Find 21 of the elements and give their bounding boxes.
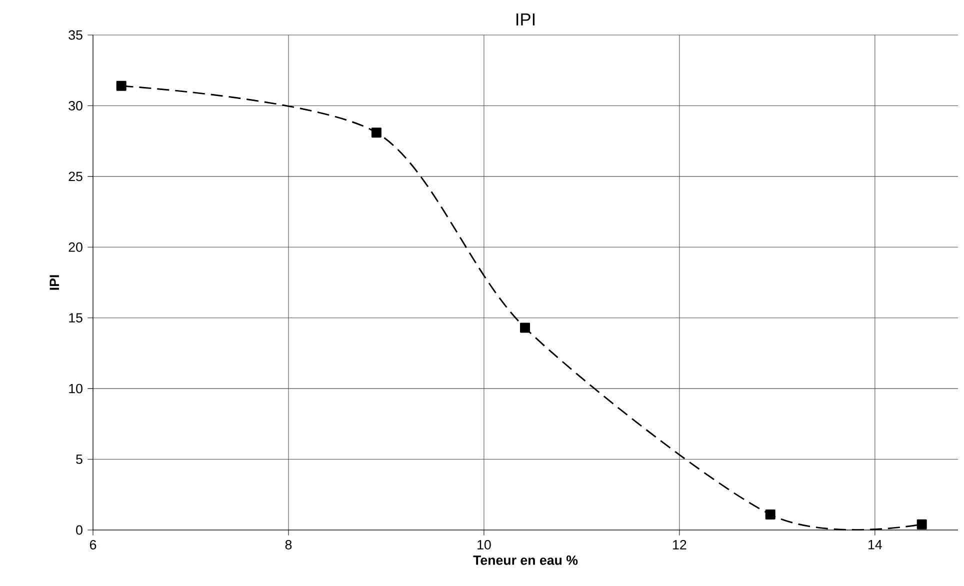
chart-title: IPI (516, 13, 535, 26)
y-tick-label: 20 (68, 242, 82, 252)
x-axis-title: Teneur en eau % (473, 556, 578, 565)
y-tick-label: 10 (69, 384, 82, 394)
y-axis-title: IPI (50, 275, 59, 290)
point (371, 128, 382, 138)
y-tick-label: 0 (76, 525, 82, 535)
y-tick-label: 15 (69, 313, 82, 323)
y-tick-label: 25 (68, 172, 82, 182)
point (916, 519, 927, 530)
point (520, 322, 530, 333)
y-tick-label: 30 (68, 101, 82, 110)
point (765, 509, 776, 520)
x-tick-label: 10 (478, 540, 491, 550)
x-tick-label: 14 (868, 540, 882, 550)
x-tick-label: 12 (673, 540, 686, 550)
y-tick-label: 5 (76, 454, 82, 464)
x-tick-label: 8 (285, 540, 292, 550)
y-tick-label: 35 (68, 30, 82, 40)
x-tick-label: 6 (90, 540, 96, 550)
point (116, 80, 126, 91)
